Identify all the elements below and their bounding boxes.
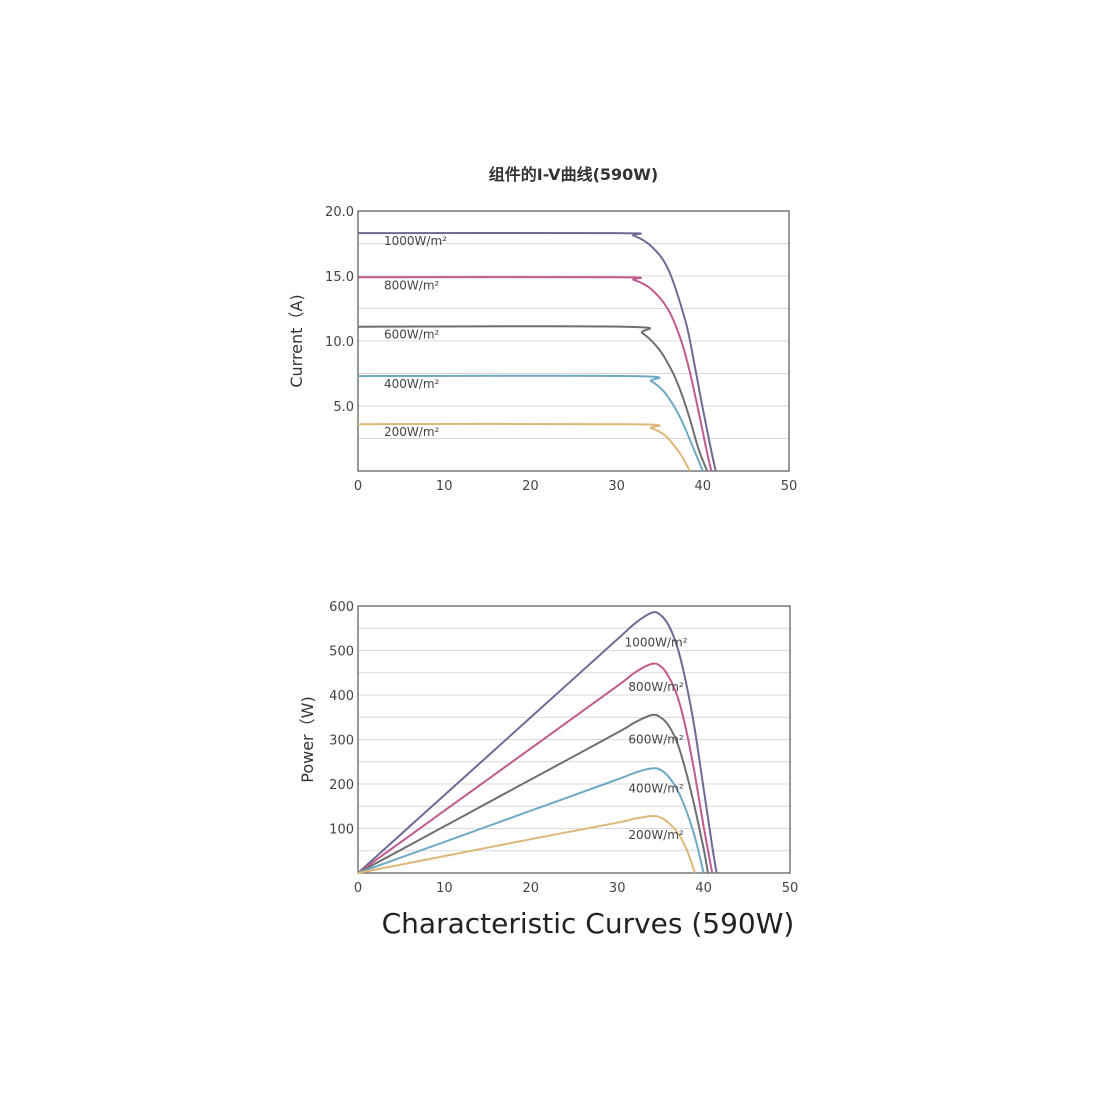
series-label: 1000W/m² [384,234,447,248]
x-tick-label: 50 [781,479,798,494]
chart-title: 组件的I-V曲线(590W) [489,165,659,184]
x-tick-label: 0 [354,881,362,896]
iv-curve-chart: 组件的I-V曲线(590W) Current（A) 0 10 20 30 40 50 5.0 10… [287,165,797,494]
series-line [357,231,717,472]
series-line [357,374,704,472]
y-tick-label: 100 [329,823,354,838]
y-tick-label: 500 [329,645,354,660]
y-tick-label: 600 [329,600,354,615]
y-axis-title: Current（A) [287,294,306,387]
y-tick-label: 300 [329,734,354,749]
x-tick-label: 50 [782,881,799,896]
y-tick-label: 10.0 [325,335,354,350]
plot-frame [357,210,790,472]
x-tick-label: 40 [695,881,712,896]
figure-caption: Characteristic Curves (590W) [382,907,795,940]
x-tick-label: 10 [436,881,453,896]
series-label: 600W/m² [384,328,440,342]
x-tick-label: 30 [608,479,625,494]
series-line [357,713,709,874]
series-line [357,422,691,472]
series-label: 600W/m² [628,733,684,747]
y-tick-label: 15.0 [325,270,354,285]
series-label: 400W/m² [628,782,684,796]
series-line [357,611,718,874]
y-tick-label: 400 [329,689,354,704]
series-label: 200W/m² [384,425,440,439]
series-line [357,276,713,472]
x-tick-label: 40 [695,479,712,494]
x-tick-label: 20 [523,881,540,896]
y-axis-title: Power（W) [298,696,317,782]
x-tick-label: 0 [354,479,362,494]
y-tick-label: 200 [329,778,354,793]
y-tick-label: 5.0 [333,400,354,415]
series-line [357,325,709,472]
plot-frame [357,605,791,874]
series-line [357,662,714,874]
series-label: 800W/m² [384,278,440,292]
series-label: 200W/m² [628,828,684,842]
series-line [357,814,696,874]
series-label: 400W/m² [384,377,440,391]
x-tick-label: 30 [609,881,626,896]
pv-curve-chart: Power（W) 0 10 20 30 40 50 100 200 300 400 500 600 100… [298,600,798,896]
series-line [357,767,705,874]
series-label: 1000W/m² [625,636,688,650]
series-label: 800W/m² [628,680,684,694]
x-tick-label: 10 [436,479,453,494]
x-tick-label: 20 [522,479,539,494]
y-tick-label: 20.0 [325,205,354,220]
